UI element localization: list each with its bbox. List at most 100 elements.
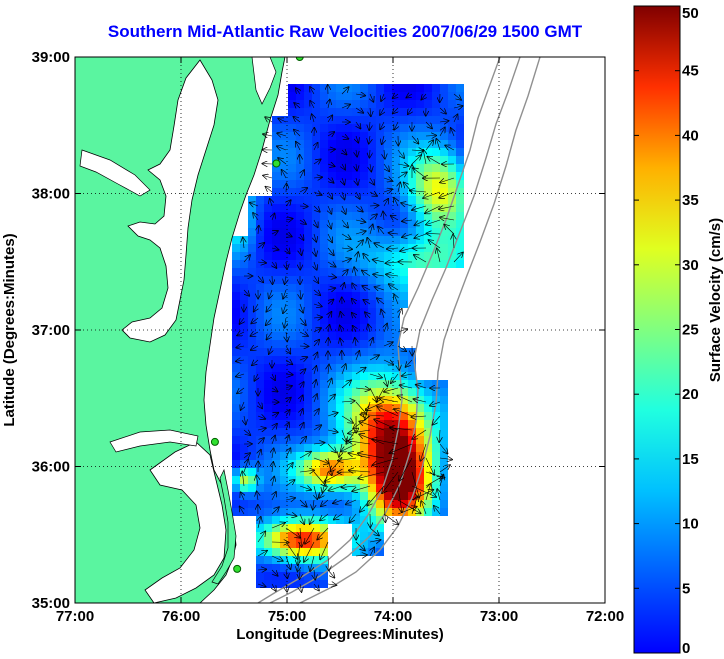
velocity-arrow <box>241 492 244 501</box>
velocity-cell <box>248 396 256 404</box>
velocity-cell <box>424 388 432 396</box>
velocity-cell <box>296 324 304 332</box>
velocity-cell <box>360 188 368 196</box>
velocity-cell <box>232 292 240 300</box>
velocity-cell <box>264 204 272 212</box>
velocity-cell <box>336 100 344 108</box>
velocity-cell <box>304 372 312 380</box>
velocity-cell <box>384 196 392 204</box>
velocity-cell <box>416 412 424 420</box>
velocity-cell <box>368 436 376 444</box>
velocity-cell <box>384 492 392 500</box>
velocity-cell <box>448 196 456 204</box>
velocity-arrow <box>341 105 350 109</box>
velocity-arrow <box>373 274 385 276</box>
velocity-cell <box>360 524 368 532</box>
velocity-cell <box>320 540 328 548</box>
velocity-cell <box>416 140 424 148</box>
velocity-cell <box>232 276 240 284</box>
velocity-cell <box>264 436 272 444</box>
velocity-cell <box>384 292 392 300</box>
velocity-arrow <box>439 443 448 454</box>
velocity-cell <box>384 124 392 132</box>
velocity-arrow <box>299 188 307 192</box>
velocity-cell <box>408 252 416 260</box>
velocity-cell <box>288 164 296 172</box>
velocity-cell <box>296 548 304 556</box>
velocity-cell <box>336 196 344 204</box>
velocity-cell <box>456 164 464 172</box>
velocity-cell <box>304 220 312 228</box>
velocity-cell <box>320 92 328 100</box>
velocity-cell <box>288 156 296 164</box>
velocity-cell <box>304 380 312 388</box>
velocity-cell <box>392 468 400 476</box>
velocity-cell <box>272 516 280 524</box>
velocity-arrow <box>310 87 314 95</box>
velocity-cell <box>320 492 328 500</box>
velocity-cell <box>232 428 240 436</box>
velocity-cell <box>360 500 368 508</box>
velocity-arrow <box>286 583 287 592</box>
velocity-cell <box>392 204 400 212</box>
velocity-cell <box>280 436 288 444</box>
colorbar-tick-label: 50 <box>682 5 699 22</box>
velocity-cell <box>368 196 376 204</box>
velocity-cell <box>256 244 264 252</box>
velocity-cell <box>232 316 240 324</box>
velocity-cell <box>432 436 440 444</box>
chesapeake-bay <box>121 59 219 343</box>
y-tick-label: 37:00 <box>32 322 70 339</box>
velocity-cell <box>336 108 344 116</box>
velocity-cell <box>256 388 264 396</box>
velocity-arrow <box>236 374 245 377</box>
velocity-cell <box>344 412 352 420</box>
velocity-cell <box>296 332 304 340</box>
velocity-cell <box>296 396 304 404</box>
velocity-cell <box>352 260 360 268</box>
velocity-cell <box>352 436 360 444</box>
velocity-cell <box>336 372 344 380</box>
velocity-cell <box>328 276 336 284</box>
velocity-cell <box>312 428 320 436</box>
velocity-cell <box>384 204 392 212</box>
velocity-arrow <box>412 205 427 210</box>
velocity-cell <box>296 492 304 500</box>
velocity-cell <box>288 556 296 564</box>
velocity-arrow <box>257 243 264 248</box>
velocity-cell <box>288 412 296 420</box>
velocity-cell <box>456 260 464 268</box>
velocity-cell <box>288 308 296 316</box>
velocity-arrow <box>356 351 359 361</box>
velocity-cell <box>328 292 336 300</box>
velocity-cell <box>272 212 280 220</box>
velocity-cell <box>384 148 392 156</box>
velocity-arrow <box>298 541 301 565</box>
velocity-arrow <box>240 317 245 324</box>
velocity-cell <box>352 124 360 132</box>
velocity-cell <box>440 228 448 236</box>
velocity-cell <box>360 100 368 108</box>
velocity-cell <box>264 388 272 396</box>
velocity-cell <box>352 252 360 260</box>
velocity-arrow <box>383 360 393 365</box>
velocity-cell <box>232 364 240 372</box>
velocity-cell <box>416 164 424 172</box>
velocity-cell <box>288 260 296 268</box>
velocity-cell <box>352 228 360 236</box>
velocity-arrow <box>257 532 265 543</box>
velocity-arrow <box>380 121 384 129</box>
velocity-cell <box>288 124 296 132</box>
velocity-cell <box>312 228 320 236</box>
velocity-cell <box>272 380 280 388</box>
velocity-cell <box>272 420 280 428</box>
velocity-arrow <box>439 458 452 460</box>
velocity-cell <box>336 260 344 268</box>
velocity-cell <box>288 388 296 396</box>
velocity-cell <box>376 388 384 396</box>
velocity-cell <box>440 188 448 196</box>
velocity-cell <box>320 116 328 124</box>
velocity-cell <box>288 372 296 380</box>
velocity-cell <box>304 332 312 340</box>
